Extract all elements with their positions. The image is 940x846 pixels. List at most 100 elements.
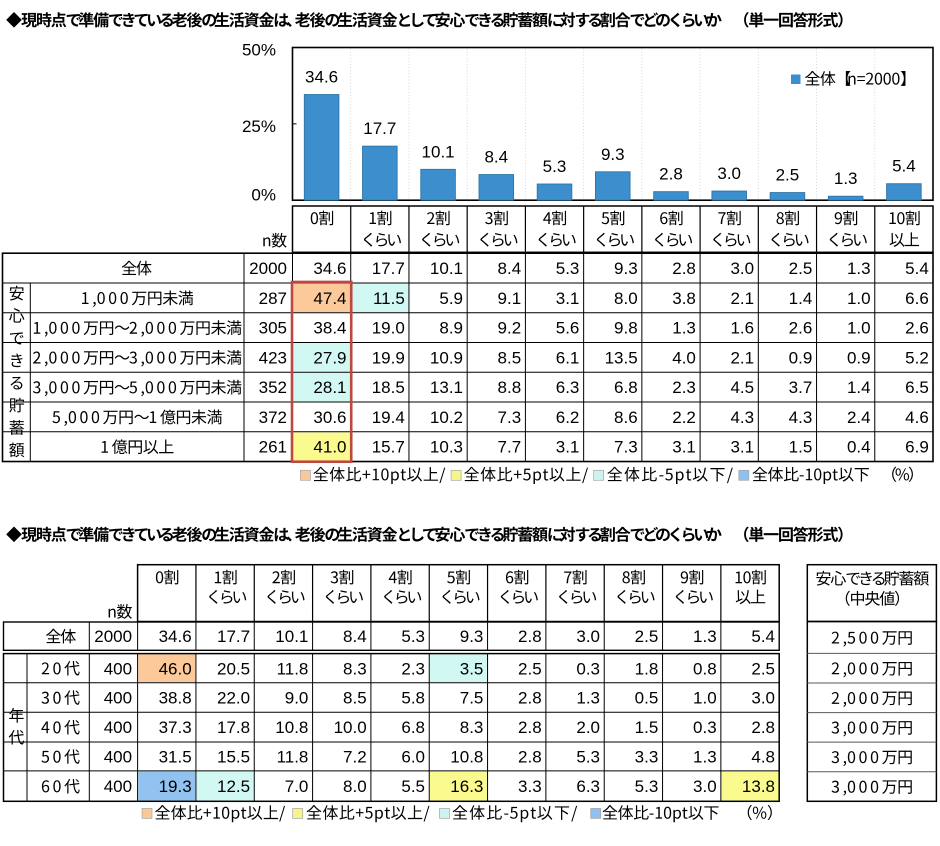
svg-text:400: 400 — [104, 718, 132, 737]
svg-text:30.6: 30.6 — [313, 408, 346, 427]
svg-text:7.5: 7.5 — [460, 689, 484, 708]
svg-text:2.2: 2.2 — [672, 408, 696, 427]
svg-text:9.3: 9.3 — [460, 627, 484, 646]
svg-text:2.0: 2.0 — [576, 718, 600, 737]
svg-text:18.5: 18.5 — [372, 378, 405, 397]
svg-text:12.5: 12.5 — [217, 777, 250, 796]
svg-text:11.8: 11.8 — [277, 748, 309, 767]
svg-text:2.8: 2.8 — [751, 718, 775, 737]
svg-text:3.1: 3.1 — [556, 289, 580, 308]
svg-text:1.4: 1.4 — [847, 378, 871, 397]
svg-text:2.8: 2.8 — [518, 627, 542, 646]
svg-text:6.3: 6.3 — [576, 777, 600, 796]
svg-text:2.1: 2.1 — [730, 289, 754, 308]
svg-text:8.3: 8.3 — [343, 659, 367, 678]
svg-text:2.8: 2.8 — [672, 259, 696, 278]
svg-text:5.2: 5.2 — [905, 349, 929, 368]
svg-text:6.8: 6.8 — [401, 718, 425, 737]
svg-text:9.3: 9.3 — [614, 259, 638, 278]
svg-text:8.4: 8.4 — [343, 627, 367, 646]
svg-text:3.3: 3.3 — [635, 748, 659, 767]
svg-text:41.0: 41.0 — [313, 438, 346, 457]
svg-text:9.1: 9.1 — [498, 289, 522, 308]
svg-text:8.9: 8.9 — [439, 319, 463, 338]
svg-text:6.3: 6.3 — [556, 378, 580, 397]
svg-text:1.0: 1.0 — [847, 289, 871, 308]
svg-text:27.9: 27.9 — [313, 349, 346, 368]
svg-text:2.3: 2.3 — [401, 659, 425, 678]
svg-text:17.7: 17.7 — [363, 119, 396, 138]
svg-text:5.5: 5.5 — [401, 777, 425, 796]
svg-text:17.7: 17.7 — [217, 627, 250, 646]
svg-text:0.8: 0.8 — [693, 659, 717, 678]
svg-text:1.8: 1.8 — [635, 659, 659, 678]
svg-text:7.7: 7.7 — [498, 438, 522, 457]
svg-text:5.8: 5.8 — [401, 689, 425, 708]
svg-text:20.5: 20.5 — [217, 659, 250, 678]
svg-text:19.0: 19.0 — [372, 319, 405, 338]
svg-text:7.2: 7.2 — [343, 748, 367, 767]
svg-text:2.6: 2.6 — [905, 319, 929, 338]
svg-text:5.3: 5.3 — [635, 777, 659, 796]
svg-text:10.3: 10.3 — [430, 438, 463, 457]
svg-text:423: 423 — [259, 349, 287, 368]
svg-text:6.6: 6.6 — [905, 289, 929, 308]
svg-text:47.4: 47.4 — [313, 289, 346, 308]
svg-text:19.9: 19.9 — [372, 349, 405, 368]
svg-text:6.8: 6.8 — [614, 378, 638, 397]
svg-text:8.8: 8.8 — [498, 378, 522, 397]
svg-text:9.2: 9.2 — [498, 319, 522, 338]
svg-text:5.3: 5.3 — [401, 627, 425, 646]
svg-text:3.0: 3.0 — [693, 777, 717, 796]
svg-text:1.3: 1.3 — [576, 689, 600, 708]
svg-text:34.6: 34.6 — [305, 68, 338, 87]
svg-text:6.9: 6.9 — [905, 438, 929, 457]
svg-text:5.3: 5.3 — [576, 748, 600, 767]
svg-text:34.6: 34.6 — [313, 259, 346, 278]
svg-text:2.8: 2.8 — [659, 165, 683, 184]
svg-text:13.1: 13.1 — [430, 378, 463, 397]
svg-text:1.5: 1.5 — [789, 438, 813, 457]
svg-text:352: 352 — [259, 378, 287, 397]
svg-text:11.8: 11.8 — [277, 659, 309, 678]
svg-text:10.0: 10.0 — [334, 718, 367, 737]
svg-text:400: 400 — [104, 659, 132, 678]
svg-text:2.6: 2.6 — [789, 319, 813, 338]
svg-text:0.3: 0.3 — [693, 718, 717, 737]
svg-text:1.6: 1.6 — [730, 319, 754, 338]
svg-text:2.8: 2.8 — [518, 689, 542, 708]
svg-text:0.9: 0.9 — [789, 349, 813, 368]
svg-text:3.1: 3.1 — [556, 438, 580, 457]
svg-text:6.0: 6.0 — [401, 748, 425, 767]
svg-text:2.4: 2.4 — [847, 408, 871, 427]
svg-text:1.5: 1.5 — [635, 718, 659, 737]
svg-text:38.8: 38.8 — [159, 689, 192, 708]
svg-text:3.0: 3.0 — [717, 164, 741, 183]
svg-text:2.5: 2.5 — [789, 259, 813, 278]
svg-text:46.0: 46.0 — [159, 659, 192, 678]
svg-text:400: 400 — [104, 777, 132, 796]
svg-text:2000: 2000 — [249, 259, 287, 278]
svg-text:1.3: 1.3 — [847, 259, 871, 278]
svg-text:7.3: 7.3 — [498, 408, 522, 427]
svg-text:8.4: 8.4 — [498, 259, 522, 278]
svg-text:7.3: 7.3 — [614, 438, 638, 457]
svg-text:15.7: 15.7 — [372, 438, 405, 457]
svg-text:400: 400 — [104, 689, 132, 708]
svg-text:8.6: 8.6 — [614, 408, 638, 427]
svg-text:1.0: 1.0 — [693, 689, 717, 708]
svg-text:372: 372 — [259, 408, 287, 427]
svg-text:2.5: 2.5 — [518, 659, 542, 678]
svg-text:17.8: 17.8 — [217, 718, 250, 737]
svg-text:8.5: 8.5 — [498, 349, 522, 368]
svg-text:0.9: 0.9 — [847, 349, 871, 368]
svg-text:4.0: 4.0 — [672, 349, 696, 368]
svg-text:261: 261 — [259, 438, 287, 457]
svg-text:3.7: 3.7 — [789, 378, 813, 397]
svg-text:3.1: 3.1 — [672, 438, 696, 457]
svg-text:3.0: 3.0 — [576, 627, 600, 646]
svg-text:9.3: 9.3 — [601, 145, 625, 164]
svg-text:2.5: 2.5 — [635, 627, 659, 646]
svg-text:2.8: 2.8 — [518, 718, 542, 737]
svg-text:22.0: 22.0 — [217, 689, 250, 708]
